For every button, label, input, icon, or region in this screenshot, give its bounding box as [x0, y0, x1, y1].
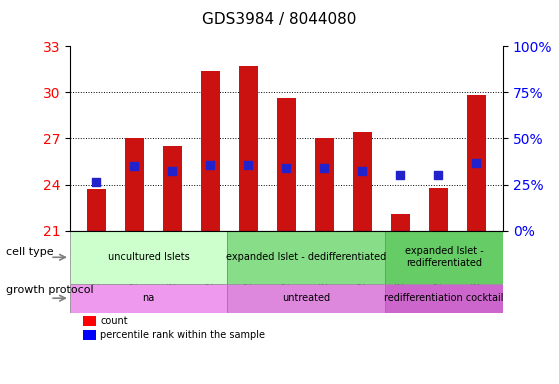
- Point: [92, 179, 101, 185]
- Point: [472, 160, 481, 166]
- Text: percentile rank within the sample: percentile rank within the sample: [100, 330, 265, 340]
- Bar: [239, 66, 258, 231]
- Point: [320, 165, 329, 171]
- Bar: [429, 188, 448, 231]
- Bar: [83, 316, 96, 326]
- Text: na: na: [143, 293, 155, 303]
- Point: [244, 162, 253, 168]
- Text: GDS3984 / 8044080: GDS3984 / 8044080: [202, 12, 357, 26]
- Point: [168, 168, 177, 174]
- Bar: [385, 231, 503, 284]
- Bar: [467, 95, 486, 231]
- Bar: [70, 284, 228, 313]
- Point: [434, 172, 443, 179]
- Bar: [70, 231, 228, 284]
- Bar: [315, 139, 334, 231]
- Bar: [83, 330, 96, 340]
- Text: expanded Islet - dedifferentiated: expanded Islet - dedifferentiated: [226, 252, 386, 262]
- Bar: [385, 284, 503, 313]
- Text: cell type: cell type: [6, 247, 53, 257]
- Text: growth protocol: growth protocol: [6, 285, 93, 295]
- Bar: [228, 284, 385, 313]
- Text: untreated: untreated: [282, 293, 330, 303]
- Bar: [125, 139, 144, 231]
- Point: [130, 163, 139, 169]
- Point: [358, 168, 367, 174]
- Text: expanded Islet -
redifferentiated: expanded Islet - redifferentiated: [405, 247, 484, 268]
- Bar: [391, 214, 410, 231]
- Bar: [277, 98, 296, 231]
- Text: uncultured Islets: uncultured Islets: [108, 252, 190, 262]
- Point: [206, 162, 215, 168]
- Point: [282, 165, 291, 171]
- Bar: [163, 146, 182, 231]
- Point: [396, 172, 405, 179]
- Bar: [87, 189, 106, 231]
- Bar: [353, 132, 372, 231]
- Text: redifferentiation cocktail: redifferentiation cocktail: [384, 293, 504, 303]
- Text: count: count: [100, 316, 128, 326]
- Bar: [228, 231, 385, 284]
- Bar: [201, 71, 220, 231]
